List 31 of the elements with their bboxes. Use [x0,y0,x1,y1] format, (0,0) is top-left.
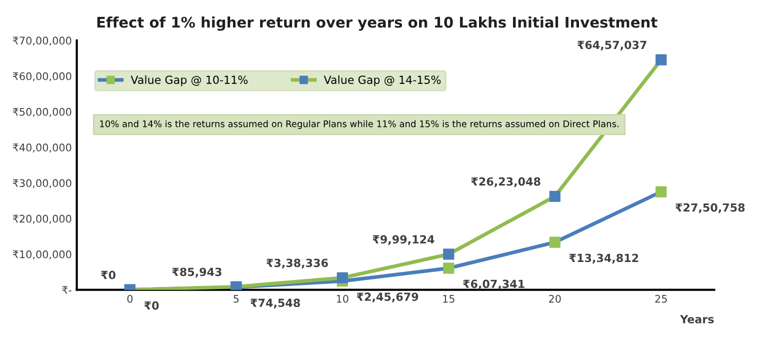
x-tick-label: 25 [655,294,667,303]
y-tick-label: ₹- [62,286,72,294]
y-tick-label: ₹30,00,000 [12,179,72,188]
x-axis-title: Years [680,315,714,324]
data-label: ₹13,34,812 [569,254,638,264]
x-tick-label: 20 [549,294,561,303]
y-tick-label: ₹40,00,000 [12,144,72,152]
legend-label: Value Gap @ 10-11% [130,75,248,86]
data-label: ₹2,45,679 [356,292,418,302]
data-label: ₹64,57,037 [578,40,646,51]
x-tick-label: 10 [336,294,348,303]
y-tick-label: ₹20,00,000 [12,214,72,224]
data-label: ₹85,943 [172,268,222,278]
chart-title: Effect of 1% higher return over years on 10 Lakhs Initial Investment [97,16,658,31]
data-label: ₹9,99,124 [372,235,434,245]
x-tick-label: 0 [127,294,133,303]
x-tick-label: 15 [443,295,454,303]
data-label: ₹74,548 [250,298,300,308]
y-tick-label: ₹10,00,000 [12,250,72,260]
data-label: ₹3,38,336 [266,258,328,269]
data-label: ₹0 [144,301,159,310]
data-label: ₹0 [101,270,116,280]
data-label: ₹26,23,048 [471,177,540,188]
y-tick-label: ₹60,00,000 [12,72,72,82]
y-tick-label: ₹50,00,000 [12,108,72,117]
legend-label: Value Gap @ 14-15% [324,75,441,86]
data-label: ₹27,50,758 [676,203,745,214]
x-tick-label: 5 [234,295,239,303]
data-label: ₹6,07,341 [463,280,524,290]
annotation: 10% and 14% is the returns assumed on Regular Plans while 11% and 15% is the returns assumed on Direct Plans. [100,120,618,129]
y-tick-label: ₹70,00,000 [12,36,72,46]
